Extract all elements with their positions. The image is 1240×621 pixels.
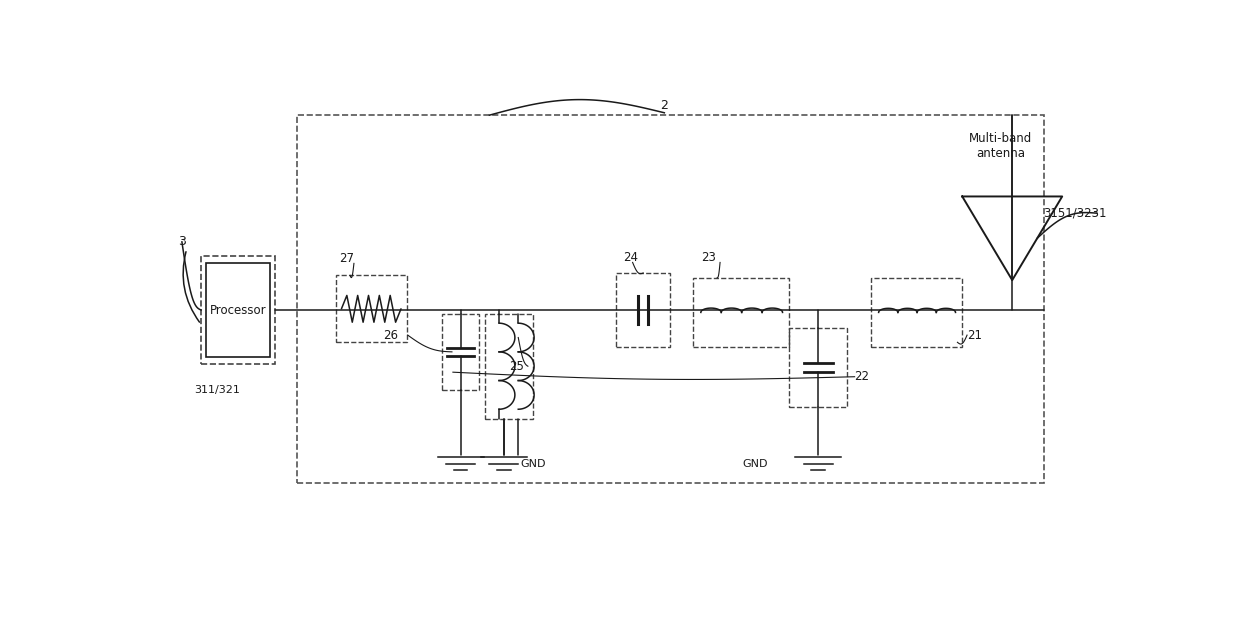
Bar [870, 278, 962, 347]
Bar [616, 273, 670, 347]
Bar [789, 328, 847, 407]
Bar [443, 314, 479, 390]
Bar [485, 314, 533, 419]
Bar [693, 278, 790, 347]
Text: 25: 25 [508, 360, 523, 373]
Text: Processor: Processor [210, 304, 267, 317]
Bar [336, 275, 407, 342]
Text: GND: GND [521, 459, 546, 469]
Text: 3151/3231: 3151/3231 [1043, 207, 1106, 220]
Text: 23: 23 [701, 251, 715, 264]
Bar [201, 256, 275, 364]
Text: 2: 2 [661, 99, 668, 112]
Text: 3: 3 [179, 235, 186, 248]
Text: 26: 26 [383, 329, 398, 342]
Text: GND: GND [743, 459, 768, 469]
Text: 311/321: 311/321 [195, 385, 241, 395]
Text: 22: 22 [854, 370, 869, 383]
Text: Multi-band
antenna: Multi-band antenna [968, 132, 1033, 160]
Text: 24: 24 [622, 251, 639, 264]
Text: 27: 27 [340, 252, 355, 265]
Bar [298, 115, 1044, 483]
Text: 21: 21 [967, 329, 982, 342]
Bar [206, 263, 270, 356]
